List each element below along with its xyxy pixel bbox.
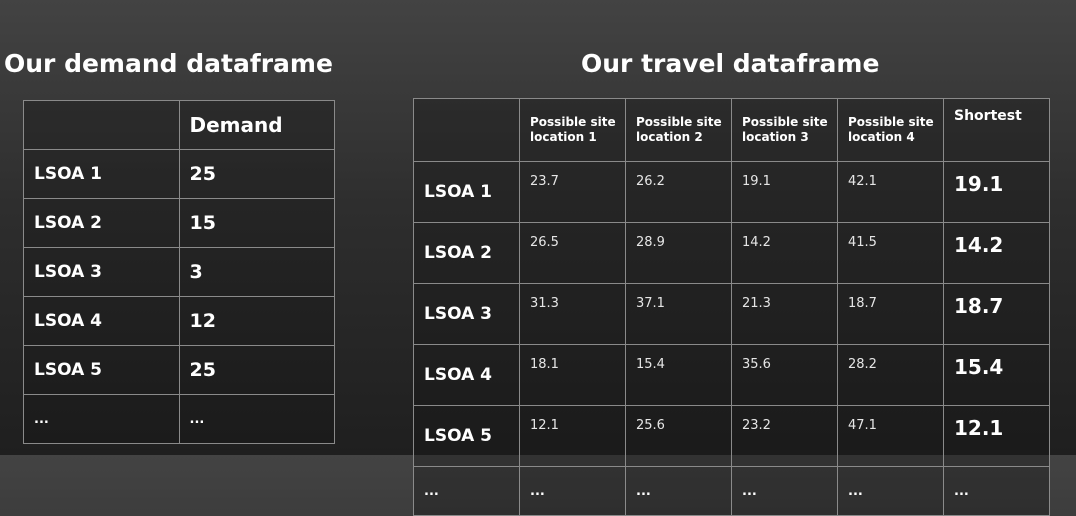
- demand-value: 25: [178, 345, 335, 395]
- travel-time-cell: 37.1: [625, 283, 732, 345]
- travel-dataframe-title: Our travel dataframe: [581, 49, 880, 78]
- travel-time-cell: 23.7: [519, 161, 626, 223]
- travel-time-cell: 18.7: [837, 283, 944, 345]
- travel-time-cell: 26.5: [519, 222, 626, 284]
- travel-time-cell: 31.3: [519, 283, 626, 345]
- row-label: LSOA 2: [413, 222, 520, 284]
- table-row: LSOA 5 12.1 25.6 23.2 47.1 12.1: [413, 405, 1050, 467]
- table-row: ... ... ... ... ... ...: [413, 466, 1050, 516]
- header-cell-shortest: Shortest: [943, 98, 1050, 162]
- demand-value: 15: [178, 198, 335, 248]
- row-label: ...: [23, 394, 180, 444]
- table-row: LSOA 1 25: [23, 149, 335, 199]
- row-label: LSOA 2: [23, 198, 180, 248]
- travel-time-cell: ...: [837, 466, 944, 516]
- travel-time-cell: ...: [519, 466, 626, 516]
- table-header-row: Demand: [23, 100, 335, 150]
- table-row: ... ...: [23, 394, 335, 444]
- header-cell-site-4: Possible site location 4: [837, 98, 944, 162]
- travel-time-cell: 28.9: [625, 222, 732, 284]
- shortest-cell: 18.7: [943, 283, 1050, 345]
- travel-table: Possible site location 1 Possible site l…: [413, 98, 1050, 516]
- shortest-cell: 12.1: [943, 405, 1050, 467]
- travel-time-cell: 42.1: [837, 161, 944, 223]
- row-label: ...: [413, 466, 520, 516]
- row-label: LSOA 5: [413, 405, 520, 467]
- row-label: LSOA 3: [23, 247, 180, 297]
- shortest-cell: ...: [943, 466, 1050, 516]
- shortest-cell: 14.2: [943, 222, 1050, 284]
- travel-time-cell: 15.4: [625, 344, 732, 406]
- header-cell-site-1: Possible site location 1: [519, 98, 626, 162]
- travel-time-cell: 14.2: [731, 222, 838, 284]
- table-row: LSOA 2 26.5 28.9 14.2 41.5 14.2: [413, 222, 1050, 284]
- table-row: LSOA 5 25: [23, 345, 335, 395]
- demand-value: 25: [178, 149, 335, 199]
- table-row: LSOA 2 15: [23, 198, 335, 248]
- header-cell-demand: Demand: [178, 100, 335, 150]
- table-row: LSOA 4 12: [23, 296, 335, 346]
- travel-time-cell: 41.5: [837, 222, 944, 284]
- demand-table: Demand LSOA 1 25 LSOA 2 15 LSOA 3 3 LSOA…: [23, 100, 335, 444]
- header-cell-blank: [23, 100, 180, 150]
- row-label: LSOA 5: [23, 345, 180, 395]
- travel-time-cell: 26.2: [625, 161, 732, 223]
- table-row: LSOA 4 18.1 15.4 35.6 28.2 15.4: [413, 344, 1050, 406]
- row-label: LSOA 1: [413, 161, 520, 223]
- demand-value: ...: [178, 394, 335, 444]
- shortest-cell: 19.1: [943, 161, 1050, 223]
- table-row: LSOA 3 3: [23, 247, 335, 297]
- travel-time-cell: ...: [625, 466, 732, 516]
- demand-value: 12: [178, 296, 335, 346]
- row-label: LSOA 4: [23, 296, 180, 346]
- travel-time-cell: 12.1: [519, 405, 626, 467]
- header-cell-blank: [413, 98, 520, 162]
- demand-dataframe-title: Our demand dataframe: [4, 49, 333, 78]
- row-label: LSOA 1: [23, 149, 180, 199]
- shortest-cell: 15.4: [943, 344, 1050, 406]
- row-label: LSOA 3: [413, 283, 520, 345]
- travel-time-cell: 23.2: [731, 405, 838, 467]
- table-row: LSOA 3 31.3 37.1 21.3 18.7 18.7: [413, 283, 1050, 345]
- travel-time-cell: 21.3: [731, 283, 838, 345]
- table-header-row: Possible site location 1 Possible site l…: [413, 98, 1050, 162]
- table-row: LSOA 1 23.7 26.2 19.1 42.1 19.1: [413, 161, 1050, 223]
- travel-time-cell: 18.1: [519, 344, 626, 406]
- header-cell-site-2: Possible site location 2: [625, 98, 732, 162]
- travel-time-cell: 19.1: [731, 161, 838, 223]
- travel-time-cell: ...: [731, 466, 838, 516]
- travel-time-cell: 25.6: [625, 405, 732, 467]
- row-label: LSOA 4: [413, 344, 520, 406]
- header-cell-site-3: Possible site location 3: [731, 98, 838, 162]
- travel-time-cell: 28.2: [837, 344, 944, 406]
- demand-value: 3: [178, 247, 335, 297]
- travel-time-cell: 47.1: [837, 405, 944, 467]
- travel-time-cell: 35.6: [731, 344, 838, 406]
